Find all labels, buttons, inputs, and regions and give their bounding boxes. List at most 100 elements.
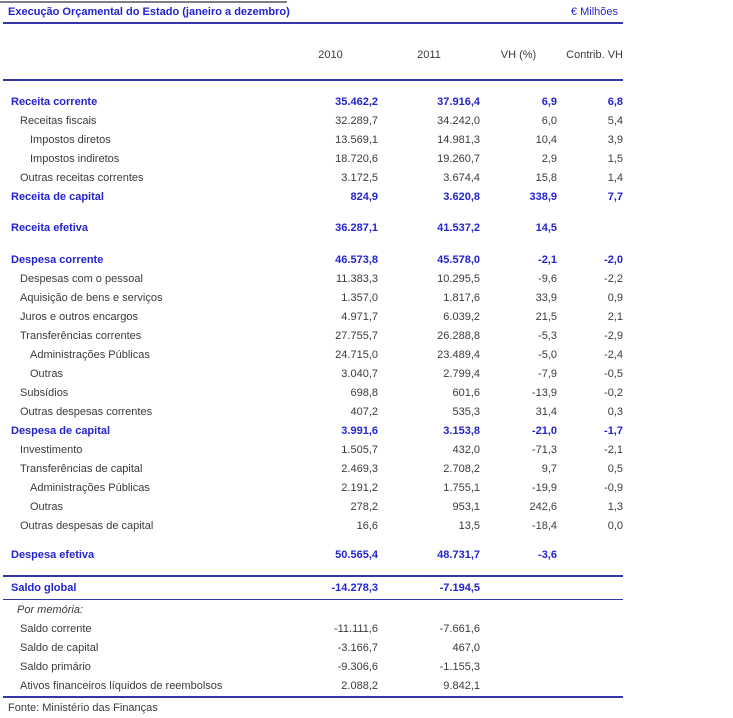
table-row: Administrações Públicas 24.715,0 23.489,4 -…	[3, 346, 623, 365]
cell-2010: 46.573,8	[335, 254, 378, 266]
cell-vh: -7,9	[538, 368, 557, 380]
cell-contrib-vh: 0,0	[607, 520, 623, 532]
row-label: Receita efetiva	[11, 222, 89, 234]
cell-vh: 2,9	[541, 153, 557, 165]
cell-contrib-vh: 0,5	[607, 463, 623, 475]
cell-contrib-vh: -0,5	[604, 368, 623, 380]
table-row: Aquisição de bens e serviços 1.357,0 1.817…	[3, 289, 623, 308]
cell-2011: 26.288,8	[437, 330, 480, 342]
cell-vh: -71,3	[531, 444, 557, 456]
cell-contrib-vh: -0,9	[604, 482, 623, 494]
table-row: Receita corrente 35.462,2 37.916,4 6,9 6,8	[3, 93, 623, 112]
cell-2010: 278,2	[350, 501, 378, 513]
cell-2010: 824,9	[350, 191, 378, 203]
row-label: Receita de capital	[11, 191, 104, 203]
table-row: Transferências correntes 27.755,7 26.288,8…	[3, 327, 623, 346]
table-row: Impostos diretos 13.569,1 14.981,3 10,4 3,9	[3, 131, 623, 150]
memo-section-label: Por memória:	[17, 604, 84, 616]
table-title-bar: Execução Orçamental do Estado (janeiro a…	[3, 4, 623, 24]
cell-2010: 407,2	[350, 406, 378, 418]
column-header-2011: 2011	[417, 49, 441, 61]
row-label: Aquisição de bens e serviços	[20, 292, 163, 304]
row-label: Administrações Públicas	[30, 482, 150, 494]
cell-2010: -9.306,6	[337, 661, 378, 673]
cell-2011: 6.039,2	[443, 311, 480, 323]
cell-2010: 3.040,7	[341, 368, 378, 380]
cell-2010: 2.469,3	[341, 463, 378, 475]
cell-vh: 338,9	[529, 191, 557, 203]
cell-2011: 14.981,3	[437, 134, 480, 146]
cell-vh	[480, 677, 557, 696]
table-row: Receita de capital 824,9 3.620,8 338,9 7,7	[3, 188, 623, 207]
row-label: Outras despesas de capital	[20, 520, 154, 532]
saldo-top-divider-line	[3, 575, 623, 577]
cell-contrib-vh: 5,4	[607, 115, 623, 127]
table-row: Administrações Públicas 2.191,2 1.755,1 -19…	[3, 479, 623, 498]
cell-2011: 37.916,4	[437, 96, 480, 108]
row-label: Transferências de capital	[20, 463, 143, 475]
cell-contrib-vh: -2,9	[604, 330, 623, 342]
row-label: Saldo corrente	[20, 623, 92, 635]
cell-2010: 13.569,1	[335, 134, 378, 146]
cell-2010: 1.505,7	[341, 444, 378, 456]
cell-contrib-vh: 0,9	[607, 292, 623, 304]
cell-contrib-vh	[557, 639, 623, 658]
cell-vh: -18,4	[531, 520, 557, 532]
cell-contrib-vh: 1,3	[607, 501, 623, 513]
row-label: Ativos financeiros líquidos de reembolso…	[20, 680, 223, 692]
cell-2010: 2.088,2	[341, 680, 378, 692]
cell-2011: 2.799,4	[443, 368, 480, 380]
row-label: Outras	[30, 368, 64, 380]
cell-vh: -5,0	[538, 349, 557, 361]
cell-2010: 27.755,7	[335, 330, 378, 342]
table-row: Outras despesas de capital 16,6 13,5 -18,4 0…	[3, 517, 623, 536]
cell-2010: 32.289,7	[335, 115, 378, 127]
page-title: Execução Orçamental do Estado (janeiro a…	[8, 6, 290, 18]
cell-vh: -2,1	[538, 254, 557, 266]
cell-2011: 601,6	[452, 387, 480, 399]
cell-vh: 21,5	[535, 311, 557, 323]
cell-vh: -5,3	[538, 330, 557, 342]
column-header-spacer	[3, 46, 283, 65]
cell-2010: 35.462,2	[335, 96, 378, 108]
table-row: Outras receitas correntes 3.172,5 3.674,4 1…	[3, 169, 623, 188]
table-row: Outras despesas correntes 407,2 535,3 31,4 0…	[3, 403, 623, 422]
cell-contrib-vh	[557, 677, 623, 696]
cell-2011: -7.661,6	[439, 623, 480, 635]
cell-contrib-vh: -1,7	[604, 425, 623, 437]
cell-2010: -11.111,6	[333, 623, 378, 635]
row-label: Outras receitas correntes	[20, 172, 144, 184]
cell-2011: 467,0	[452, 642, 480, 654]
cell-2010: -3.166,7	[337, 642, 378, 654]
cell-2011: 48.731,7	[437, 549, 480, 561]
row-label: Receitas fiscais	[20, 115, 97, 127]
column-header-row: 2010 2011 VH (%) Contrib. VH	[3, 46, 623, 65]
cell-2010: 50.565,4	[335, 549, 378, 561]
cell-contrib-vh: 2,1	[607, 311, 623, 323]
cell-contrib-vh: -2,4	[604, 349, 623, 361]
cell-2010: 24.715,0	[335, 349, 378, 361]
cell-2011: 34.242,0	[437, 115, 480, 127]
cell-vh	[480, 577, 557, 599]
cell-vh: 14,5	[535, 222, 557, 234]
cell-vh: -19,9	[531, 482, 557, 494]
column-header-vh: VH (%)	[500, 49, 537, 61]
cell-2010: 698,8	[350, 387, 378, 399]
cell-2011: 10.295,5	[437, 273, 480, 285]
cell-vh: 31,4	[535, 406, 557, 418]
source-note: Fonte: Ministério das Finanças	[8, 702, 158, 714]
column-header-contrib-vh: Contrib. VH	[566, 49, 623, 61]
table-row: Saldo corrente -11.111,6 -7.661,6	[3, 620, 623, 639]
table-row: Ativos financeiros líquidos de reembolso…	[3, 677, 623, 696]
column-header-2010: 2010	[318, 49, 343, 61]
cell-2011: 3.153,8	[443, 425, 480, 437]
cell-2010: 36.287,1	[335, 222, 378, 234]
row-label: Impostos diretos	[30, 134, 111, 146]
cell-2011: 3.674,4	[443, 172, 480, 184]
cell-2010: -14.278,3	[331, 582, 378, 594]
row-label: Despesa efetiva	[11, 549, 95, 561]
cell-contrib-vh	[557, 219, 623, 238]
cell-contrib-vh: 7,7	[607, 191, 623, 203]
cell-vh: -9,6	[538, 273, 557, 285]
cell-contrib-vh	[557, 620, 623, 639]
